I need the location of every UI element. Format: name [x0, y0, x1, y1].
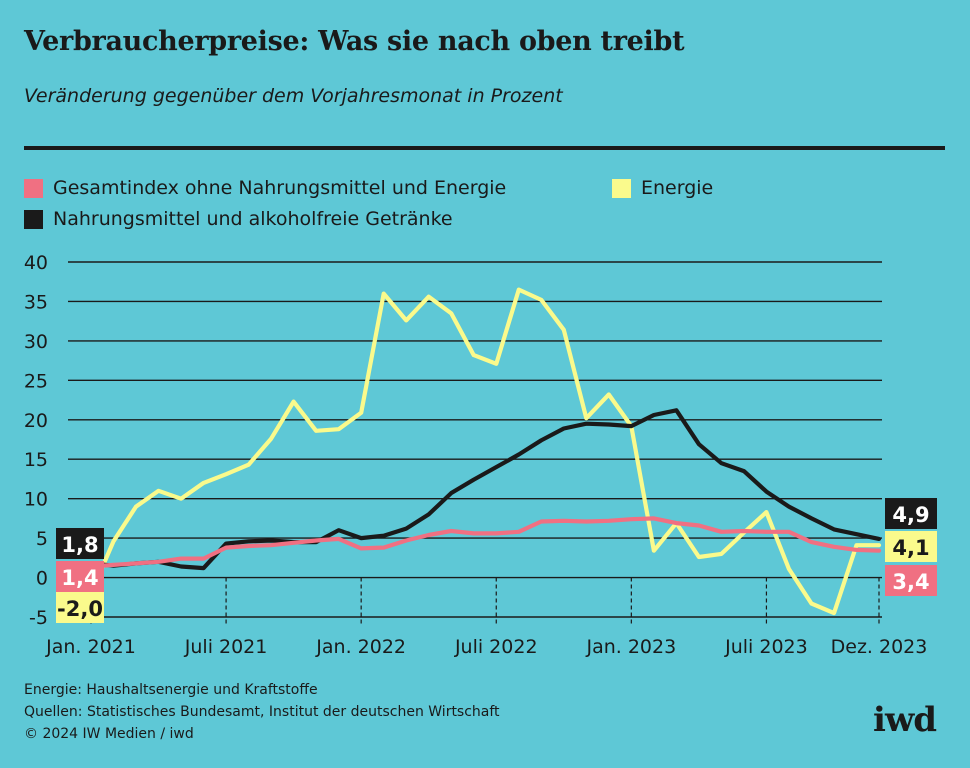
x-tick-label: Juli 2022 — [454, 636, 538, 658]
x-tick-label: Dez. 2023 — [831, 636, 928, 658]
legend-item-food: Nahrungsmittel und alkoholfreie Getränke — [24, 208, 453, 230]
food-line — [88, 408, 882, 571]
x-tick-label: Juli 2021 — [184, 636, 268, 658]
y-tick-label: 35 — [24, 291, 48, 313]
legend-label-food: Nahrungsmittel und alkoholfreie Getränke — [53, 208, 453, 230]
x-tick-label: Jan. 2021 — [45, 636, 136, 658]
core-index-line — [88, 516, 882, 569]
y-tick-label: 5 — [36, 528, 48, 550]
value-label-right: 4,9 — [892, 503, 929, 527]
value-label-box-left — [56, 592, 104, 623]
legend-item-energy: Energie — [612, 177, 713, 199]
legend-label-energy: Energie — [641, 177, 714, 199]
legend-label-core-index: Gesamtindex ohne Nahrungsmittel und Ener… — [53, 177, 507, 199]
footer-sources: Quellen: Statistisches Bundesamt, Instit… — [24, 704, 500, 720]
footer-copyright: © 2024 IW Medien / iwd — [24, 726, 194, 742]
legend-item-core-index: Gesamtindex ohne Nahrungsmittel und Ener… — [24, 177, 506, 199]
chart-subtitle: Veränderung gegenüber dem Vorjahresmonat… — [24, 85, 563, 107]
chart-title: Verbraucherpreise: Was sie nach oben tre… — [24, 26, 685, 57]
y-tick-label: 40 — [24, 252, 48, 274]
y-tick-label: 10 — [24, 489, 48, 511]
value-label-box-right — [885, 565, 937, 596]
legend-swatch-energy — [612, 178, 631, 198]
x-tick-label: Juli 2023 — [724, 636, 808, 658]
value-label-left: 1,4 — [61, 566, 98, 590]
y-tick-label: -5 — [29, 607, 48, 629]
y-tick-label: 30 — [24, 331, 48, 353]
legend-swatch-core-index — [24, 178, 43, 198]
value-label-box-right — [885, 498, 937, 529]
y-tick-label: 15 — [24, 449, 48, 471]
title-divider — [24, 146, 945, 150]
x-tick-label: Jan. 2022 — [315, 636, 406, 658]
value-label-right: 4,1 — [892, 536, 929, 560]
value-label-box-right — [885, 531, 937, 562]
y-tick-label: 20 — [24, 410, 48, 432]
y-tick-label: 25 — [24, 370, 48, 392]
legend-swatch-food — [24, 209, 43, 229]
value-label-box-left — [56, 561, 104, 592]
footer-note: Energie: Haushaltsenergie und Kraftstoff… — [24, 682, 318, 698]
line-chart: 40 35 30 25 20 15 10 5 0 -5 Jan. 2021 Juli 2021 Jan.… — [24, 252, 937, 658]
value-label-left: 1,8 — [61, 533, 98, 557]
y-tick-label: 0 — [36, 568, 48, 590]
value-label-left: -2,0 — [57, 597, 103, 621]
x-tick-label: Jan. 2023 — [585, 636, 676, 658]
value-label-right: 3,4 — [892, 570, 929, 594]
value-label-box-left — [56, 528, 104, 559]
iwd-logo: iwd — [873, 700, 937, 740]
